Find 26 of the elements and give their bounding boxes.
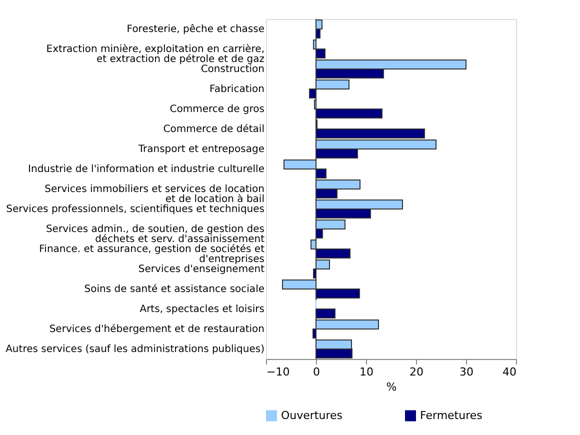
y-tick-label: Finance. et assurance, gestion de sociétés et d'entreprises	[39, 244, 265, 265]
x-tick-label: 20	[410, 366, 424, 378]
x-tick-label: 10	[360, 366, 374, 378]
y-tick-label: Autres services (sauf les administrations publiques)	[6, 344, 265, 355]
y-tick-label: Commerce de détail	[163, 124, 264, 135]
y-tick-label: Extraction minière, exploitation en carrière, et extraction de pétrole et de gaz	[46, 44, 264, 65]
x-tick-label: 0	[313, 366, 320, 378]
y-tick-label: Transport et entreposage	[137, 144, 264, 155]
x-tick-label: 40	[502, 366, 516, 378]
legend-label: Ouvertures	[281, 408, 343, 422]
y-tick-label: Services immobiliers et services de location et de location à bail	[44, 184, 264, 205]
y-tick-label: Foresterie, pêche et chasse	[126, 24, 264, 35]
x-tick-label: −10	[266, 366, 290, 378]
y-tick-label: Services admin., de soutien, de gestion des déchets et serv. d'assainissement	[46, 224, 265, 245]
y-tick-label: Services d'enseignement	[138, 264, 265, 275]
y-tick-label: Fabrication	[210, 84, 264, 95]
y-tick-label: Industrie de l'information et industrie culturelle	[28, 164, 264, 175]
x-axis-title: %	[386, 380, 397, 394]
y-tick-label: Commerce de gros	[170, 104, 264, 115]
y-tick-label: Services professionnels, scientifiques et techniques	[6, 204, 264, 215]
legend-label: Fermetures	[420, 408, 483, 422]
y-tick-label: Construction	[200, 64, 264, 75]
y-tick-label: Services d'hébergement et de restauration	[49, 324, 264, 335]
x-tick-label: 30	[460, 366, 474, 378]
y-tick-label: Soins de santé et assistance sociale	[84, 284, 264, 295]
y-tick-label: Arts, spectacles et loisirs	[140, 304, 264, 315]
